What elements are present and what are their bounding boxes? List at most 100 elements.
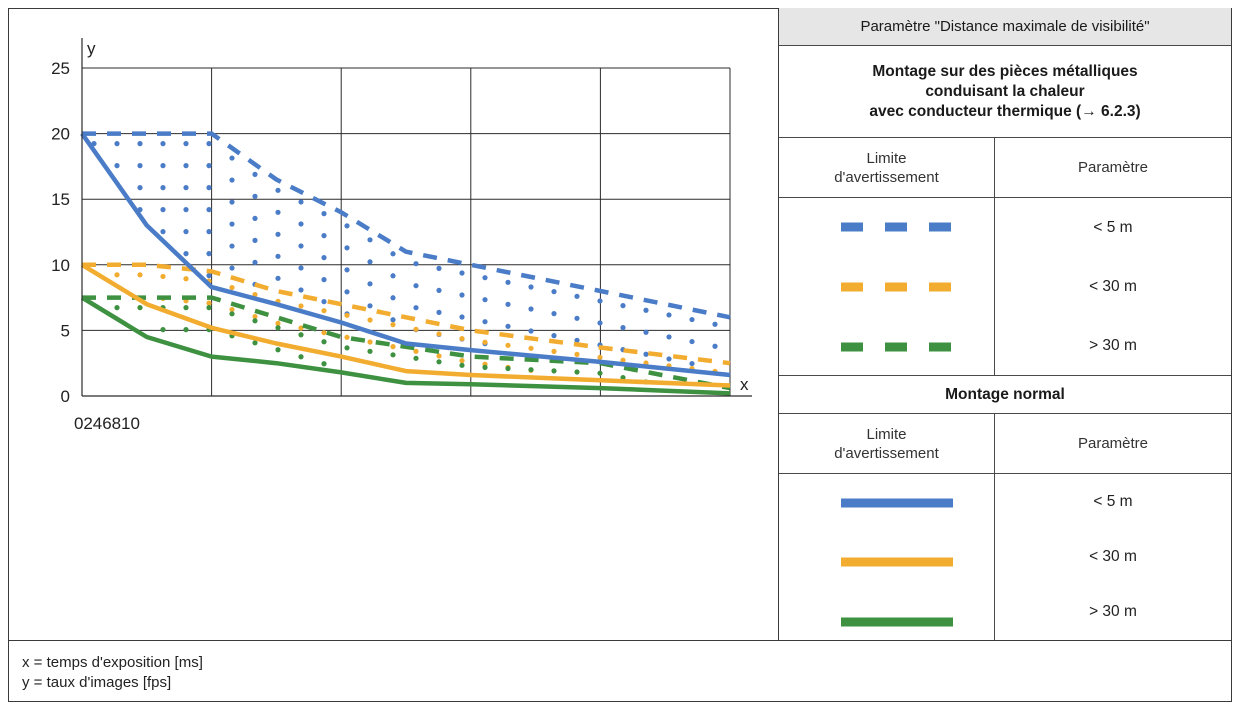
region-dot (367, 339, 373, 345)
region-dot (206, 163, 212, 169)
region-dot (275, 209, 281, 215)
region-dot (252, 237, 258, 243)
y-tick-label: 5 (61, 321, 70, 340)
region-dot (160, 163, 166, 169)
section1-value-1: < 5 m (1093, 218, 1133, 236)
region-dot (413, 305, 419, 311)
legend-section2-header: Limite d'avertissement Paramètre (779, 414, 1231, 474)
region-dot (597, 354, 603, 361)
x-tick-label: 8 (112, 414, 121, 433)
region-dot (229, 306, 235, 313)
col-limit-header-2: Limite d'avertissement (779, 414, 995, 473)
region-dot (321, 361, 327, 367)
region-dot (137, 185, 143, 191)
region-dot (321, 299, 327, 305)
region-dot (459, 336, 465, 342)
region-dot (183, 251, 189, 257)
region-dot (459, 314, 465, 320)
region-dot (574, 337, 580, 343)
region-dot (528, 306, 534, 312)
region-dot (252, 318, 258, 324)
region-dot (160, 141, 166, 147)
region-dot (528, 328, 534, 334)
section1-swatch-column (779, 198, 995, 375)
region-dot (344, 345, 350, 351)
region-dot (666, 356, 672, 362)
legend-section2-body: < 5 m < 30 m > 30 m (779, 474, 1231, 640)
region-dot (344, 334, 350, 340)
section2-swatches (841, 498, 953, 627)
region-dot (367, 317, 373, 323)
region-dot (528, 345, 534, 351)
region-dot (137, 305, 143, 311)
region-dot (413, 283, 419, 289)
y-tick-label: 25 (51, 59, 70, 78)
col-limit-2-line-2: d'avertissement (834, 444, 939, 462)
region-dot (574, 293, 580, 299)
region-dot (390, 317, 396, 323)
region-dot (643, 351, 649, 357)
legend-title-text: Paramètre "Distance maximale de visibili… (860, 18, 1150, 35)
region-dot (206, 300, 212, 306)
col-param-label-2: Paramètre (1077, 435, 1149, 452)
region-dot (275, 275, 281, 281)
region-dot (620, 325, 626, 331)
region-dot (229, 177, 235, 183)
region-dot (574, 351, 580, 357)
region-dot (275, 231, 281, 237)
region-dot (160, 207, 166, 213)
series-blue-dashed (82, 131, 731, 320)
region-dot (344, 312, 350, 318)
series-green-solid (80, 295, 731, 396)
region-dot (252, 313, 258, 320)
legend-section2-title: Montage normal (779, 376, 1231, 414)
region-dot (689, 316, 695, 323)
legend-title: Paramètre "Distance maximale de visibili… (779, 8, 1231, 46)
section1-value-2: < 30 m (1089, 277, 1137, 295)
region-dot (229, 221, 235, 227)
region-dot (528, 284, 534, 290)
region-dot (436, 287, 442, 293)
region-dot (206, 141, 212, 147)
region-dot (643, 307, 649, 313)
region-dot (229, 243, 235, 249)
region-dot (505, 279, 511, 285)
region-dot (229, 311, 235, 317)
region-dot (344, 267, 350, 273)
region-dot (183, 327, 189, 333)
region-dot (413, 348, 419, 354)
region-dot (528, 367, 534, 373)
region-dot (689, 360, 695, 367)
region-dot (597, 370, 603, 376)
section2-values: < 5 m < 30 m > 30 m (995, 474, 1231, 640)
region-dot (114, 305, 120, 311)
region-dot (551, 289, 557, 295)
region-dot (275, 325, 281, 331)
region-dot (712, 321, 718, 327)
region-dot (252, 291, 258, 298)
region-dot (137, 141, 143, 147)
region-dot (229, 199, 235, 205)
region-dot (482, 339, 488, 345)
region-dot (390, 344, 396, 350)
region-dot (459, 270, 465, 276)
region-dot (436, 359, 442, 365)
region-dot (321, 277, 327, 283)
region-dot (413, 355, 419, 361)
region-dot (183, 305, 189, 311)
section1-swatches (841, 222, 953, 352)
region-dot (367, 348, 373, 354)
region-dot (114, 163, 120, 169)
region-dot (597, 298, 603, 304)
region-dot (436, 265, 442, 271)
section1-value-3: > 30 m (1089, 336, 1137, 354)
x-definition: x = temps d'exposition [ms] (22, 654, 203, 671)
region-dot (298, 265, 304, 271)
region-dot (344, 289, 350, 295)
col-param-header-2: Paramètre (995, 414, 1231, 473)
region-dot (321, 233, 327, 239)
region-dot (344, 245, 350, 251)
region-dot (183, 276, 189, 282)
region-dot (505, 323, 511, 329)
